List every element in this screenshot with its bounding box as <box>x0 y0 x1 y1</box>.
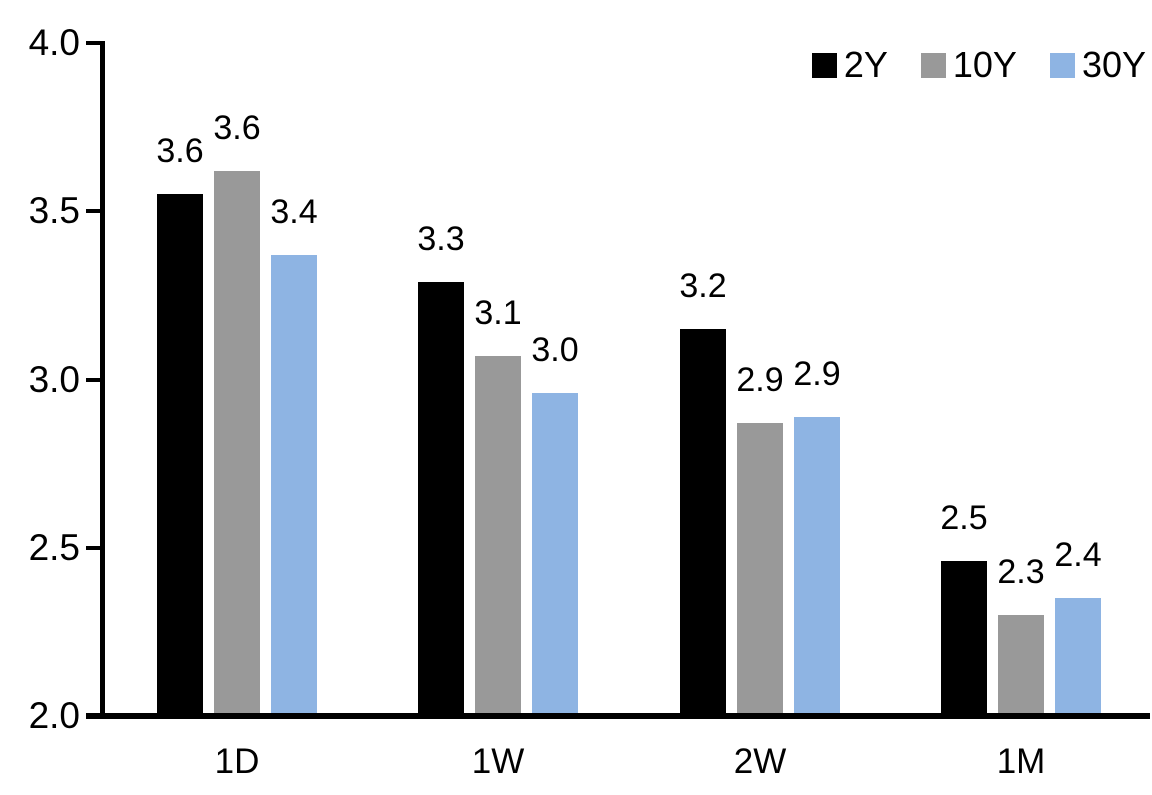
y-tick-label: 2.0 <box>28 695 80 736</box>
bar <box>737 423 783 716</box>
bar <box>418 281 464 716</box>
bar-value-label: 3.1 <box>474 293 522 332</box>
bar-value-label: 2.3 <box>997 553 1045 592</box>
bar-value-label: 3.0 <box>531 330 579 369</box>
bar <box>1055 598 1101 716</box>
x-axis-line <box>86 713 1150 719</box>
bar <box>214 170 260 716</box>
y-tick-label: 2.5 <box>28 526 80 568</box>
legend-label: 10Y <box>952 44 1017 85</box>
legend-item: 2Y <box>811 44 888 85</box>
legend-swatch-icon <box>811 52 837 78</box>
bar-value-label: 3.6 <box>213 108 261 147</box>
bar-value-label: 3.2 <box>679 267 727 306</box>
bar <box>157 194 203 716</box>
x-category-label: 1W <box>471 742 525 781</box>
bar <box>532 392 578 716</box>
legend-item: 10Y <box>920 44 1017 85</box>
y-axis-tick <box>86 209 100 214</box>
y-tick-label: 3.0 <box>28 358 80 400</box>
bar <box>475 355 521 716</box>
bar <box>794 416 840 716</box>
bar <box>680 329 726 716</box>
bar-value-label: 2.5 <box>940 499 988 538</box>
bar-value-label: 2.9 <box>736 361 784 400</box>
y-axis-line <box>100 41 105 719</box>
x-category-label: 1D <box>214 742 260 781</box>
y-axis-tick <box>86 377 100 382</box>
legend-label: 2Y <box>843 44 888 85</box>
y-tick-label: 4.0 <box>28 22 80 63</box>
x-category-label: 2W <box>733 742 787 781</box>
bar-value-label: 2.9 <box>793 354 841 393</box>
bar-value-label: 3.6 <box>156 132 204 171</box>
bar <box>941 561 987 716</box>
y-axis-tick <box>86 545 100 550</box>
legend-label: 30Y <box>1081 44 1146 85</box>
bar-value-label: 2.4 <box>1054 536 1102 575</box>
y-tick-label: 3.5 <box>28 190 80 232</box>
legend-swatch-icon <box>920 52 946 78</box>
bar-value-label: 3.4 <box>270 192 318 231</box>
x-category-label: 1M <box>996 742 1046 781</box>
y-axis-tick <box>86 41 100 45</box>
chart-legend: 2Y 10Y 30Y <box>811 44 1146 86</box>
bar-value-label: 3.3 <box>417 219 465 258</box>
bar <box>998 615 1044 716</box>
bar <box>271 254 317 716</box>
legend-item: 30Y <box>1049 44 1146 85</box>
legend-swatch-icon <box>1049 52 1075 78</box>
